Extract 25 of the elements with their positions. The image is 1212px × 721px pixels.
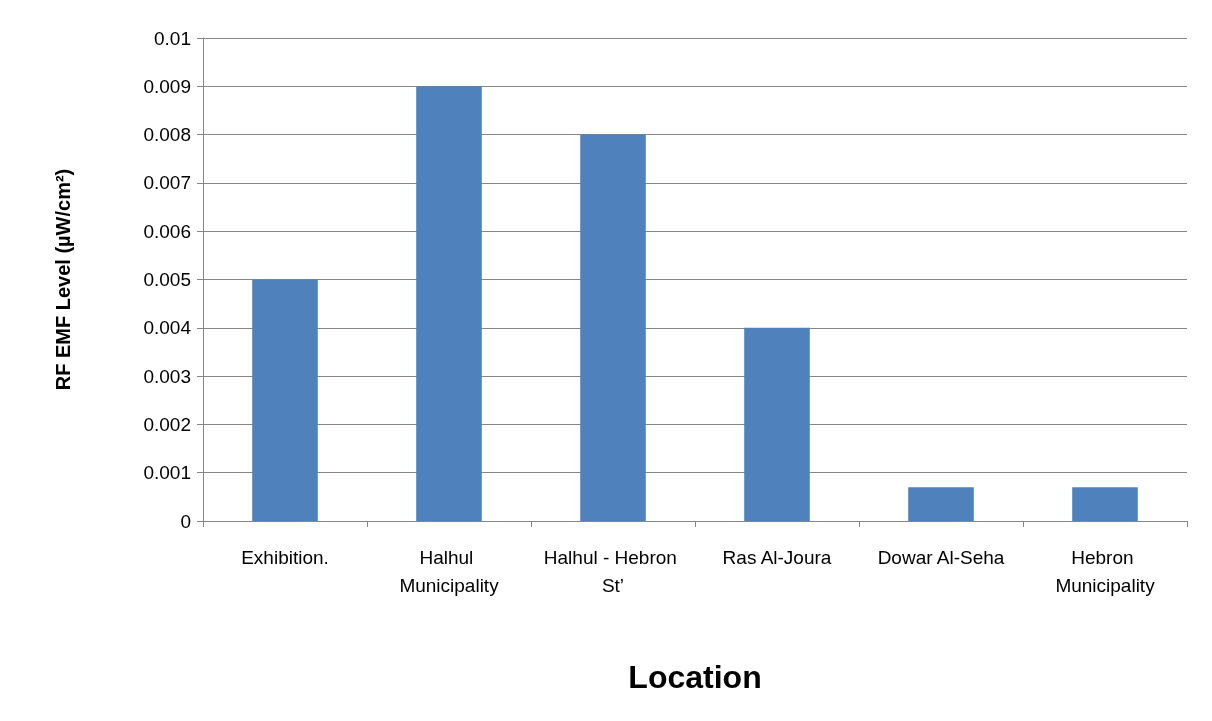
x-tick-label: Halhul Municipality: [399, 546, 500, 596]
bar: [908, 487, 974, 521]
bar: [416, 86, 482, 521]
bar: [252, 279, 318, 521]
y-tick-label: 0.001: [143, 462, 191, 484]
x-tick-label: Dowar Al-Seha: [877, 546, 1005, 568]
x-axis-title: Location: [628, 659, 762, 695]
x-tick-label: Hebron Municipality: [1055, 546, 1156, 596]
y-tick-label: 0.009: [143, 75, 191, 97]
x-tick-label: Exhibition.: [241, 546, 329, 568]
y-tick-label: 0: [180, 510, 191, 532]
y-tick-label: 0.01: [154, 27, 191, 49]
bar: [744, 327, 810, 521]
y-tick-label: 0.004: [143, 317, 192, 339]
x-tick-label: Ras Al-Joura: [722, 546, 832, 568]
x-tick-label: Halhul - Hebron St’: [543, 546, 683, 596]
y-tick-label: 0.002: [143, 413, 191, 435]
y-tick-label: 0.008: [143, 124, 191, 146]
y-tick-label: 0.003: [143, 365, 191, 387]
y-tick-label: 0.005: [143, 269, 191, 290]
y-tick-label: 0.007: [143, 172, 191, 194]
y-axis-title: RF EMF Level (µW/cm²): [52, 168, 74, 391]
bar: [580, 134, 646, 521]
bar: [1072, 487, 1138, 521]
y-tick-label: 0.006: [143, 220, 191, 242]
